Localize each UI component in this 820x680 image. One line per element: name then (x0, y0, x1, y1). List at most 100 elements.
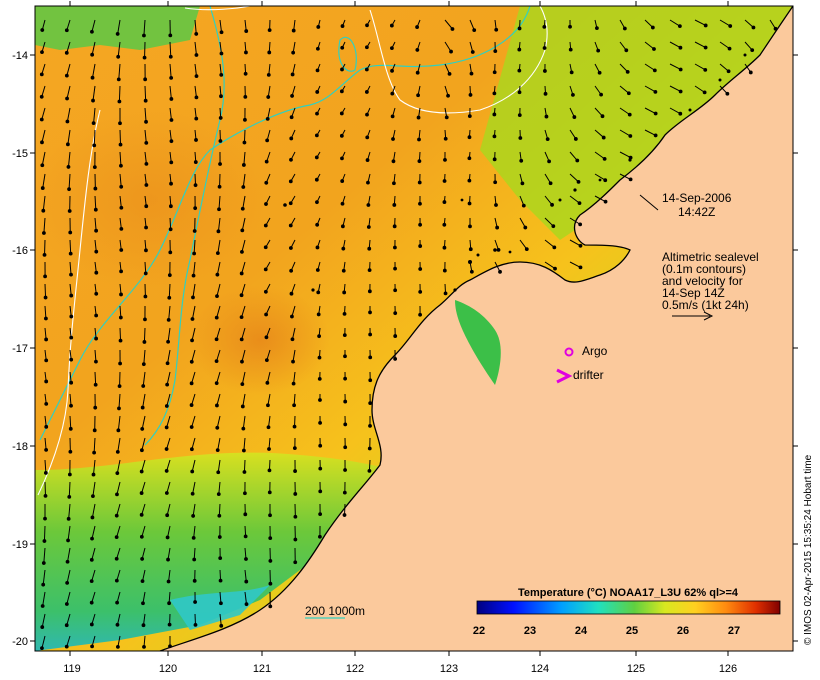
velocity-arrowhead (93, 207, 98, 212)
velocity-arrowhead (517, 47, 522, 52)
velocity-arrow (191, 305, 196, 320)
velocity-arrowhead (467, 178, 472, 183)
velocity-arrowhead (517, 113, 522, 118)
velocity-arrowhead (243, 512, 248, 517)
velocity-arrow (644, 129, 656, 136)
x-tick-label: 123 (440, 663, 458, 675)
velocity-arrowhead (118, 338, 123, 343)
velocity-arrowhead (315, 46, 320, 51)
x-tick-label: 126 (719, 663, 737, 675)
velocity-arrowhead (140, 557, 145, 561)
velocity-arrowhead (264, 202, 268, 206)
velocity-arrowhead (219, 51, 224, 56)
velocity-arrowhead (165, 535, 170, 540)
velocity-arrowhead (288, 223, 293, 228)
velocity-arrowhead (94, 249, 99, 254)
velocity-arrowhead (418, 267, 423, 271)
velocity-arrowhead (575, 158, 580, 163)
velocity-arrowhead (268, 559, 273, 563)
velocity-arrowhead (392, 181, 396, 186)
velocity-arrowhead (267, 468, 272, 473)
velocity-arrowhead (447, 71, 452, 76)
velocity-arrowhead (241, 448, 246, 453)
velocity-arrow (92, 63, 96, 78)
velocity-arrowhead (291, 381, 296, 386)
velocity-arrowhead (92, 428, 97, 433)
velocity-arrow (41, 635, 46, 649)
velocity-arrowhead (193, 622, 198, 627)
velocity-arrow (241, 305, 246, 318)
velocity-arrowhead (64, 28, 69, 33)
velocity-arrowhead (241, 426, 246, 431)
velocity-arrow (669, 41, 681, 49)
velocity-arrowhead (142, 644, 146, 649)
velocity-arrowhead (291, 359, 295, 364)
velocity-arrowhead (568, 47, 573, 52)
velocity-arrowhead (65, 559, 70, 564)
velocity-arrowhead (750, 48, 755, 52)
colorbar-gradient (476, 600, 781, 615)
velocity-arrow (41, 129, 46, 143)
velocity-arrowhead (470, 50, 475, 54)
velocity-arrowhead (678, 89, 683, 94)
velocity-arrowhead (390, 91, 395, 96)
velocity-arrow (66, 85, 71, 99)
velocity-arrow (119, 129, 122, 145)
velocity-arrowhead (542, 24, 547, 29)
velocity-arrowhead (69, 357, 74, 362)
velocity-arrowhead (43, 274, 47, 279)
velocity-arrowhead (343, 376, 348, 381)
velocity-arrowhead (190, 491, 195, 496)
velocity-arrowhead (492, 112, 497, 117)
velocity-arrowhead (166, 579, 171, 584)
coastline (159, 6, 793, 651)
velocity-arrowhead (241, 185, 246, 189)
velocity-arrowhead (94, 291, 99, 296)
velocity-arrowhead (494, 27, 499, 32)
velocity-arrow (144, 151, 147, 164)
velocity-arrow (169, 107, 172, 121)
velocity-arrow (168, 569, 171, 582)
velocity-arrowhead (43, 295, 48, 300)
velocity-arrow (217, 239, 221, 254)
velocity-arrowhead (468, 224, 472, 229)
drifter-label: drifter (573, 368, 604, 382)
velocity-arrowhead (315, 111, 319, 116)
velocity-arrowhead (192, 251, 197, 256)
velocity-arrow (243, 459, 246, 473)
velocity-arrowhead (571, 92, 575, 97)
velocity-arrowhead (628, 177, 633, 182)
velocity-arrowhead (164, 425, 169, 430)
velocity-arrow (142, 591, 146, 604)
velocity-arrow (69, 415, 72, 429)
velocity-arrow (216, 415, 221, 428)
velocity-arrowhead (498, 269, 502, 274)
velocity-arrow (244, 569, 247, 582)
velocity-arrowhead (143, 271, 148, 276)
velocity-arrowhead (288, 201, 293, 206)
velocity-arrow (44, 437, 47, 450)
velocity-arrow (93, 437, 96, 453)
velocity-arrowhead (141, 362, 146, 367)
timestamp-pointer (639, 194, 659, 211)
velocity-arrowhead (392, 224, 397, 229)
velocity-arrow (167, 349, 171, 364)
velocity-arrowhead (318, 534, 322, 539)
velocity-arrow (242, 195, 246, 209)
velocity-arrowhead (144, 140, 149, 145)
velocity-arrow (194, 41, 197, 56)
velocity-arrowhead (264, 335, 269, 340)
velocity-arrowhead (364, 67, 369, 72)
velocity-arrowhead (119, 269, 123, 274)
velocity-arrowhead (444, 115, 449, 120)
velocity-arrowhead (316, 312, 321, 317)
velocity-arrow (241, 261, 246, 274)
velocity-arrowhead (393, 288, 398, 293)
velocity-arrowhead (115, 600, 120, 605)
velocity-arrowhead (727, 46, 732, 51)
velocity-arrow (241, 283, 246, 296)
velocity-arrow (241, 371, 246, 385)
velocity-arrowhead (468, 247, 473, 252)
velocity-arrow (94, 371, 97, 385)
velocity-arrowhead (118, 315, 123, 320)
